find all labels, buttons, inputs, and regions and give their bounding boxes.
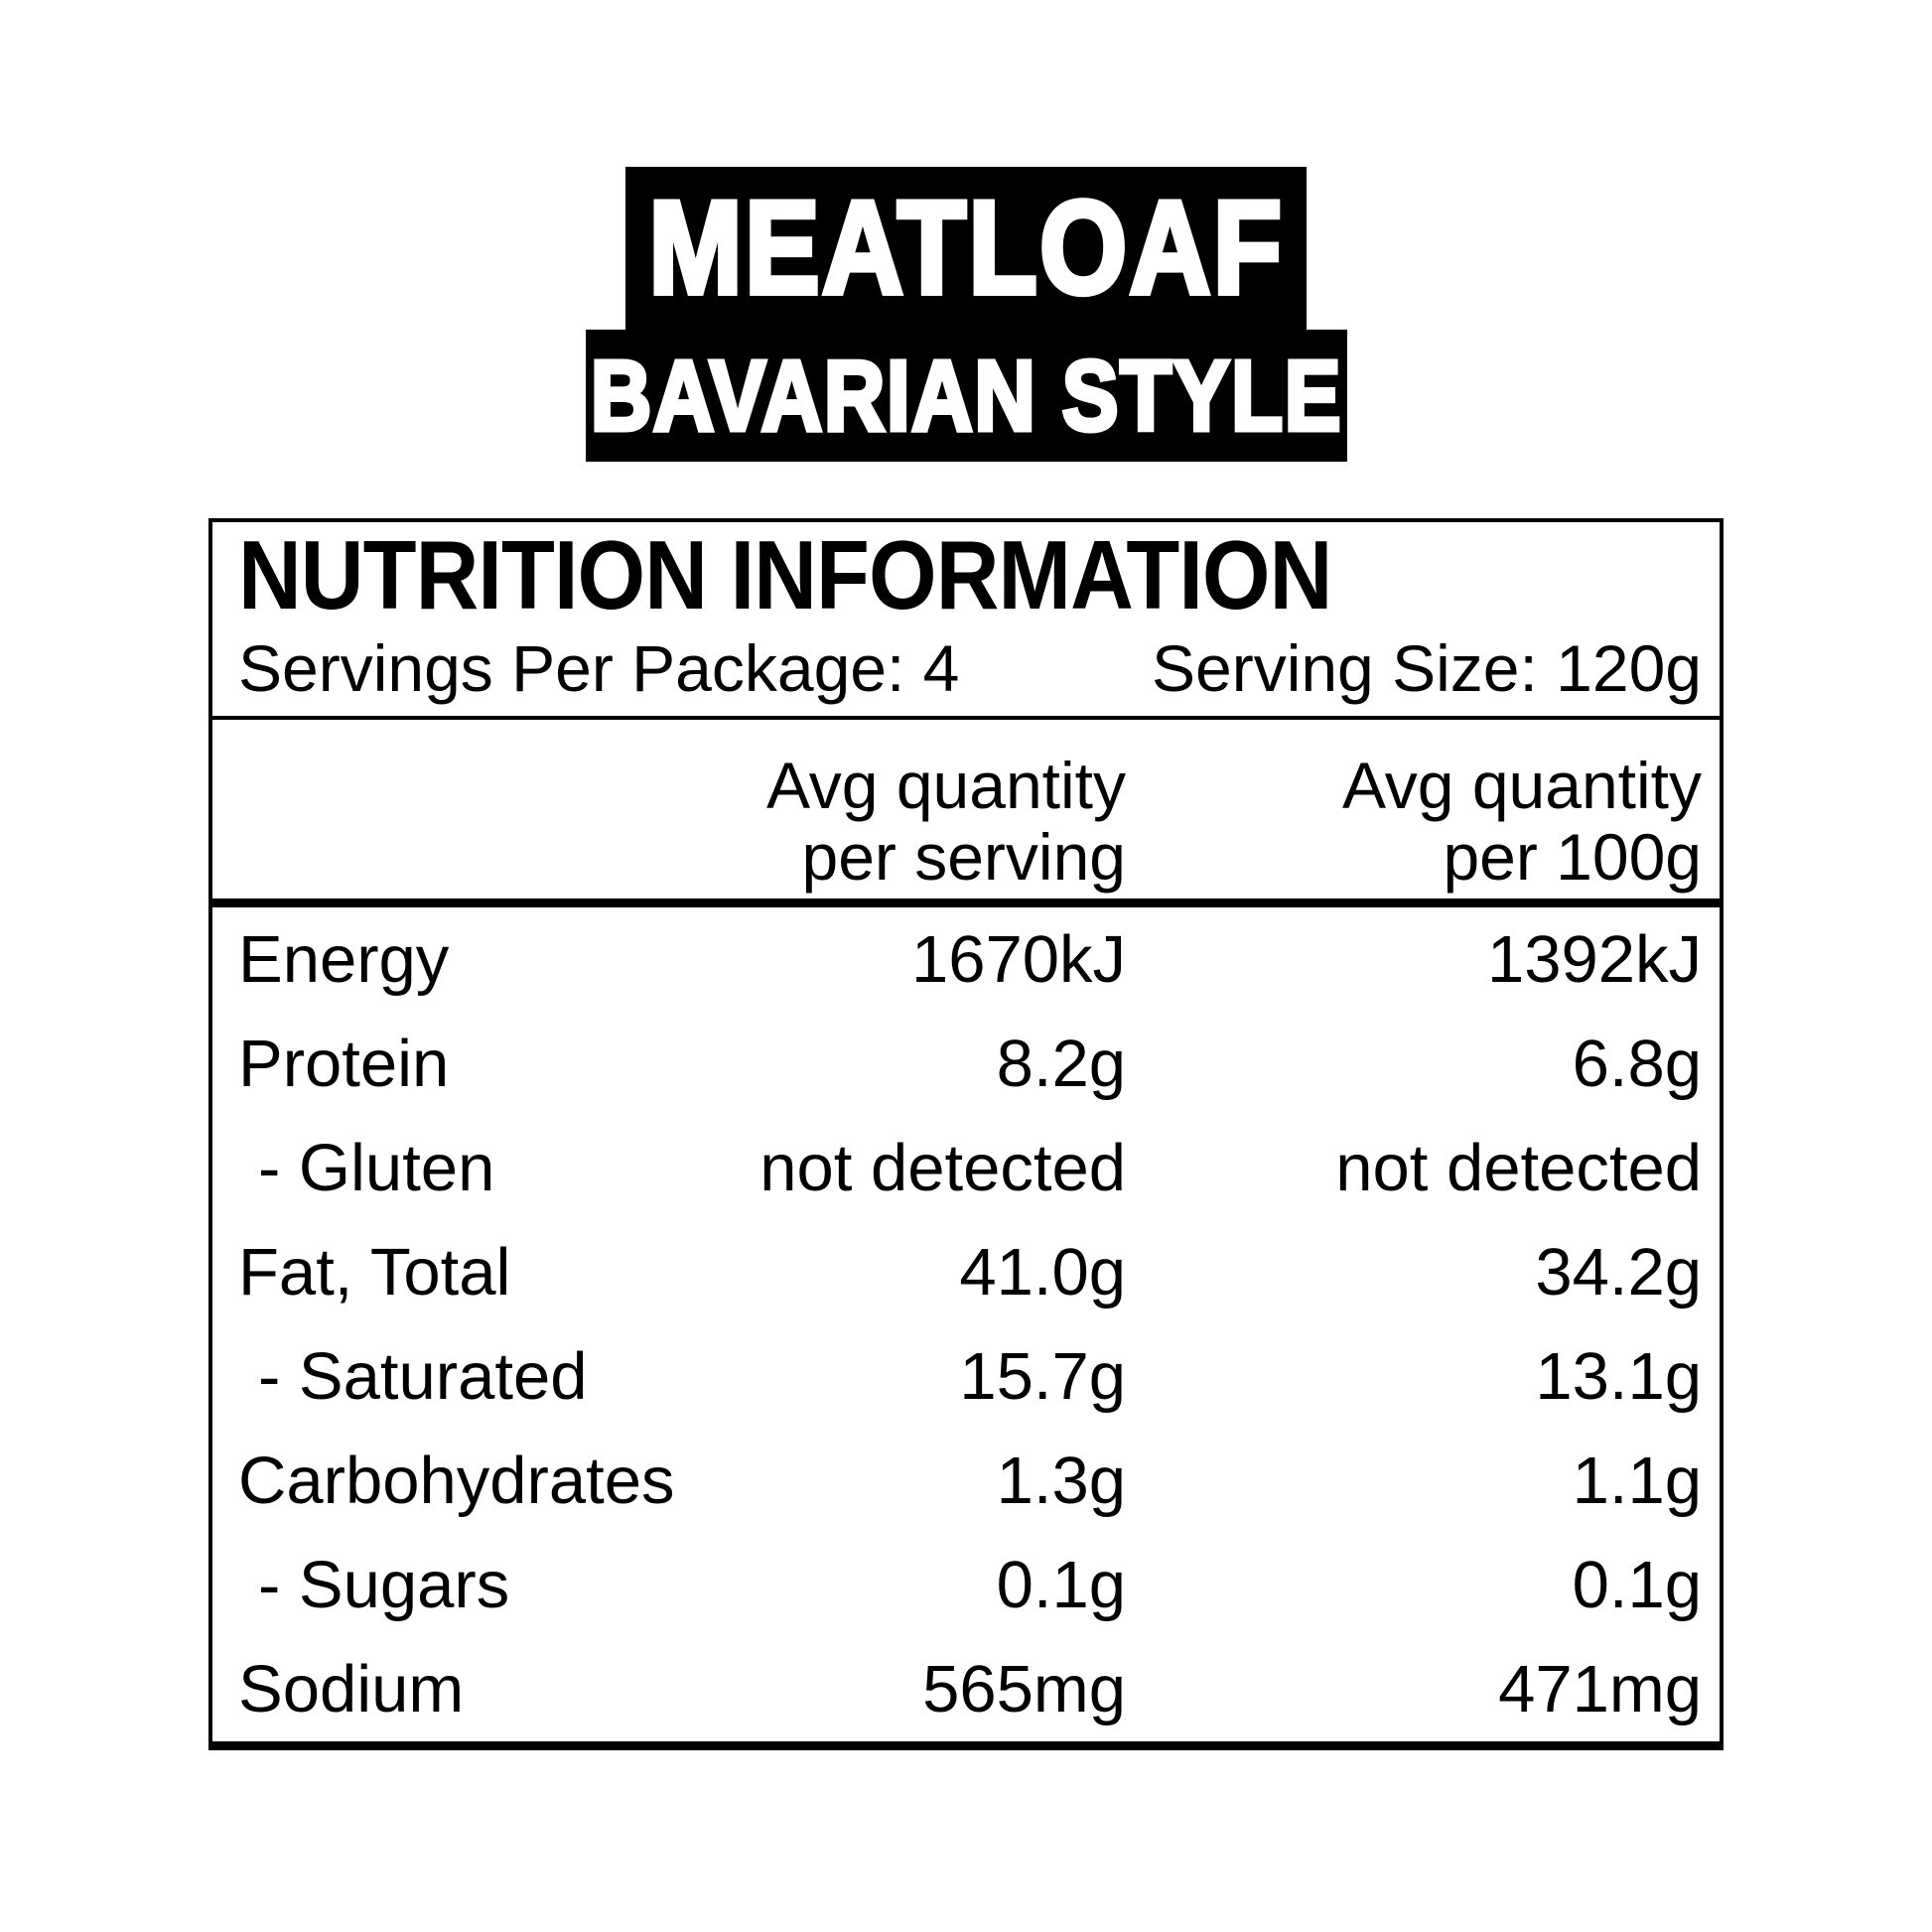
table-row: Fat, Total 41.0g 34.2g	[212, 1220, 1720, 1324]
value-per-100g: 13.1g	[1535, 1339, 1702, 1414]
product-name: MEATLOAF	[645, 174, 1284, 322]
panel-heading: NUTRITION INFORMATION	[238, 520, 1332, 629]
serving-size: Serving Size: 120g	[1151, 630, 1702, 705]
nutrient-label: Energy	[238, 922, 450, 997]
panel-header-section: NUTRITION INFORMATION Servings Per Packa…	[212, 522, 1720, 720]
column-header-line: per serving	[801, 820, 1127, 894]
value-per-100g: not detected	[1335, 1131, 1702, 1205]
nutrient-label: Fat, Total	[238, 1235, 511, 1310]
table-row: - Saturated 15.7g 13.1g	[212, 1324, 1720, 1429]
column-header-line: Avg quantity	[765, 749, 1126, 822]
value-per-serving: 8.2g	[996, 1027, 1126, 1101]
column-header-spacer	[238, 750, 689, 898]
value-per-100g: 471mg	[1498, 1652, 1702, 1726]
table-row: - Sugars 0.1g 0.1g	[212, 1533, 1720, 1637]
value-per-serving: 1670kJ	[910, 922, 1126, 997]
nutrient-label: Sodium	[238, 1652, 465, 1726]
value-per-100g: 1392kJ	[1486, 922, 1702, 997]
value-per-serving: 15.7g	[959, 1339, 1126, 1414]
servings-per-package: Servings Per Package: 4	[238, 630, 960, 705]
table-row: - Gluten not detected not detected	[212, 1116, 1720, 1220]
column-header-line: Avg quantity	[1341, 749, 1702, 822]
column-header-per-serving: Avg quantity per serving	[689, 750, 1126, 898]
value-per-100g: 1.1g	[1572, 1444, 1702, 1518]
column-header-line: per 100g	[1443, 820, 1702, 894]
table-row: Sodium 565mg 471mg	[212, 1637, 1720, 1741]
value-per-serving: 41.0g	[959, 1235, 1126, 1310]
value-per-serving: 1.3g	[996, 1444, 1126, 1518]
value-per-serving: not detected	[759, 1131, 1126, 1205]
product-title-block: MEATLOAF BAVARIAN STYLE	[0, 167, 1932, 462]
table-row: Energy 1670kJ 1392kJ	[212, 907, 1720, 1012]
value-per-100g: 0.1g	[1572, 1548, 1702, 1622]
value-per-serving: 565mg	[922, 1652, 1126, 1726]
value-per-100g: 6.8g	[1572, 1027, 1702, 1101]
value-per-serving: 0.1g	[996, 1548, 1126, 1622]
value-per-100g: 34.2g	[1535, 1235, 1702, 1310]
variant-name: BAVARIAN STYLE	[588, 340, 1342, 452]
nutrient-label: - Gluten	[258, 1131, 495, 1205]
servings-row: Servings Per Package: 4 Serving Size: 12…	[238, 635, 1702, 701]
table-row: Protein 8.2g 6.8g	[212, 1012, 1720, 1116]
column-headers-section: Avg quantity per serving Avg quantity pe…	[212, 720, 1720, 907]
nutrient-rows: Energy 1670kJ 1392kJ Protein 8.2g 6.8g -…	[212, 907, 1720, 1741]
column-header-per-100g: Avg quantity per 100g	[1126, 750, 1702, 898]
nutrient-label: - Sugars	[258, 1548, 510, 1622]
nutrient-label: - Saturated	[258, 1339, 588, 1414]
variant-name-box: BAVARIAN STYLE	[585, 330, 1347, 462]
nutrition-panel: NUTRITION INFORMATION Servings Per Packa…	[208, 518, 1724, 1750]
nutrient-label: Protein	[238, 1027, 450, 1101]
nutrient-label: Carbohydrates	[238, 1444, 675, 1518]
table-row: Carbohydrates 1.3g 1.1g	[212, 1429, 1720, 1533]
product-name-box: MEATLOAF	[625, 167, 1307, 330]
